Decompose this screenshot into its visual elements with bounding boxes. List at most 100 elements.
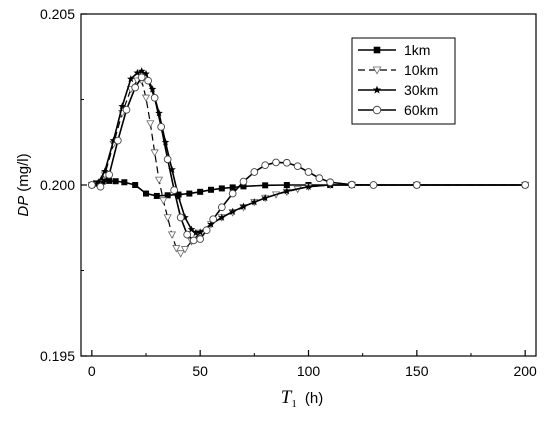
x-axis-symbol: T: [281, 387, 293, 408]
data-point: [137, 73, 146, 82]
data-point: [159, 197, 168, 205]
data-point: [197, 188, 204, 195]
data-point: [228, 207, 237, 215]
data-point: [229, 184, 236, 191]
data-point: [170, 186, 179, 194]
data-point: [283, 182, 290, 188]
data-point: [163, 214, 172, 222]
y-axis-symbol: DP: [15, 196, 32, 217]
data-point: [137, 67, 146, 75]
x-tick-label: 0: [88, 363, 96, 379]
data-point: [187, 225, 196, 233]
data-point: [154, 176, 164, 185]
data-point: [144, 76, 153, 85]
data-point: [87, 181, 96, 189]
data-point: [143, 190, 149, 197]
data-point: [153, 192, 160, 199]
y-tick-label: 0.200: [40, 177, 75, 193]
legend-label: 60km: [404, 102, 438, 118]
y-tick-label: 0.195: [40, 348, 75, 364]
data-point: [283, 187, 291, 195]
data-point: [239, 202, 248, 210]
data-point: [262, 182, 269, 189]
data-point: [228, 189, 237, 198]
data-point: [326, 178, 335, 187]
data-point: [208, 186, 214, 193]
data-point: [196, 235, 205, 243]
x-tick-label: 100: [297, 363, 321, 379]
data-point: [155, 109, 163, 117]
y-axis-title: DP (mg/l): [15, 153, 32, 216]
data-point: [282, 158, 291, 167]
data-point: [106, 177, 113, 184]
data-point: [347, 180, 356, 189]
data-point: [131, 83, 140, 92]
data-point: [192, 228, 200, 237]
data-point: [293, 162, 302, 171]
legend-label: 1km: [404, 42, 430, 58]
data-point: [239, 177, 248, 186]
legend-label: 10km: [404, 62, 438, 78]
x-axis-subscript: 1: [291, 398, 297, 410]
y-axis: 0.195 0.200 0.205: [40, 6, 87, 364]
data-point: [304, 168, 313, 176]
series-60km: [87, 73, 530, 245]
data-point: [121, 179, 128, 186]
data-point: [163, 155, 172, 164]
data-point: [240, 183, 247, 190]
data-point: [181, 213, 189, 221]
x-tick-label: 150: [405, 363, 429, 379]
data-point: [183, 230, 192, 239]
data-point: [164, 192, 171, 199]
data-point: [176, 250, 185, 258]
data-point: [101, 167, 109, 175]
data-point: [133, 68, 142, 77]
data-point: [127, 74, 135, 83]
data-point: [118, 102, 126, 110]
data-point: [157, 123, 166, 131]
data-point: [196, 228, 204, 236]
data-point: [250, 198, 259, 206]
data-point: [373, 46, 381, 54]
data-point: [105, 170, 114, 179]
data-point: [150, 93, 159, 102]
legend: 1km 10km 30km 60km: [351, 37, 456, 125]
legend-label: 30km: [404, 82, 438, 98]
data-point: [96, 182, 105, 191]
data-point: [250, 168, 259, 176]
data-point: [148, 85, 157, 93]
data-point: [167, 231, 177, 239]
data-point: [99, 178, 106, 185]
data-point: [202, 226, 211, 234]
data-point: [372, 105, 382, 115]
data-point: [315, 174, 324, 183]
x-axis-unit: (h): [305, 390, 323, 407]
data-point: [146, 120, 155, 128]
data-point: [176, 213, 185, 222]
x-tick-label: 50: [192, 363, 208, 379]
data-point: [218, 185, 225, 192]
y-axis-unit: (mg/l): [15, 153, 32, 191]
series-line: [91, 70, 526, 234]
data-point: [372, 66, 382, 75]
data-point: [412, 181, 421, 189]
series-layer: [87, 67, 530, 258]
data-point: [172, 245, 181, 253]
x-tick-label: 200: [513, 363, 537, 379]
data-point: [122, 105, 131, 114]
data-point: [180, 246, 190, 254]
data-point: [141, 94, 151, 103]
data-point: [521, 181, 530, 189]
data-point: [218, 213, 226, 221]
data-point: [272, 158, 280, 167]
data-point: [372, 85, 382, 94]
data-point: [112, 178, 119, 185]
data-point: [189, 236, 198, 245]
data-point: [174, 192, 183, 201]
data-point: [150, 149, 159, 157]
data-point: [186, 190, 193, 197]
data-point: [168, 165, 176, 173]
data-point: [209, 215, 218, 224]
data-point: [261, 161, 270, 170]
